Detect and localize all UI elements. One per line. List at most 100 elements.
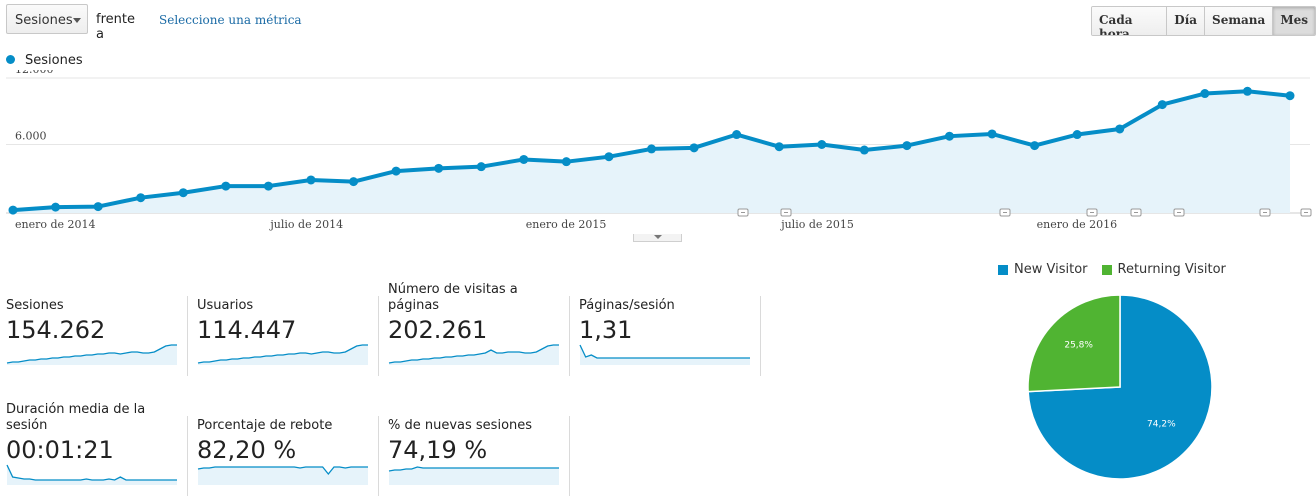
- metric-select-label: Sesiones: [15, 13, 73, 28]
- pie-legend: New Visitor Returning Visitor: [998, 262, 1226, 277]
- scorecard-tile[interactable]: Páginas/sesión 1,31: [579, 298, 757, 366]
- granularity-week-button[interactable]: Semana: [1205, 7, 1274, 35]
- sparkline: [579, 344, 750, 365]
- data-point[interactable]: [519, 154, 529, 164]
- annotation-icon[interactable]: [1130, 208, 1142, 217]
- data-point[interactable]: [434, 163, 444, 173]
- chart-legend: Sesiones: [6, 53, 83, 68]
- scorecard-tile[interactable]: Sesiones 154.262: [6, 298, 184, 366]
- tile-divider: [187, 296, 188, 376]
- data-point[interactable]: [732, 130, 742, 140]
- tile-divider: [187, 416, 188, 496]
- annotation-icon[interactable]: [780, 208, 792, 217]
- scorecard-label: Número de visitas a páginas: [388, 282, 518, 313]
- data-point[interactable]: [1030, 141, 1040, 151]
- tile-divider: [760, 296, 761, 376]
- data-point[interactable]: [8, 205, 18, 215]
- scorecard-value: 74,19 %: [388, 436, 488, 464]
- data-point[interactable]: [561, 157, 571, 167]
- x-tick-label: enero de 2016: [1037, 218, 1118, 231]
- sparkline-area: [389, 467, 559, 485]
- data-point[interactable]: [263, 181, 273, 191]
- y-tick-label: 6.000: [15, 130, 47, 143]
- data-point[interactable]: [1285, 91, 1295, 101]
- scorecard-tile[interactable]: Número de visitas a páginas 202.261: [388, 282, 566, 366]
- data-point[interactable]: [136, 193, 146, 203]
- scorecard-label: % de nuevas sesiones: [388, 418, 533, 433]
- x-tick-label: julio de 2015: [779, 218, 854, 231]
- versus-text: frente a: [96, 12, 135, 42]
- data-point[interactable]: [774, 142, 784, 152]
- scorecard-label: Duración media de la sesión: [6, 402, 146, 433]
- data-point[interactable]: [817, 140, 827, 149]
- sparkline-area: [198, 467, 368, 485]
- pie-slice[interactable]: [1027, 294, 1121, 393]
- data-point[interactable]: [859, 145, 869, 155]
- scorecard-value: 82,20 %: [197, 436, 297, 464]
- annotation-icon[interactable]: [999, 208, 1011, 217]
- granularity-month-button[interactable]: Mes: [1273, 7, 1315, 35]
- scorecard-tile[interactable]: Usuarios 114.447: [197, 298, 375, 366]
- scorecard-tile[interactable]: Duración media de la sesión 00:01:21: [6, 402, 184, 486]
- annotation-icon[interactable]: [737, 208, 749, 217]
- chevron-down-icon: [73, 18, 81, 23]
- data-point[interactable]: [987, 129, 997, 139]
- data-point[interactable]: [647, 144, 656, 154]
- metric-select[interactable]: Sesiones: [6, 4, 88, 34]
- scorecard-tile[interactable]: % de nuevas sesiones 74,19 %: [388, 418, 566, 486]
- annotation-icon[interactable]: [1259, 208, 1271, 217]
- data-point[interactable]: [604, 152, 614, 162]
- tile-divider: [569, 416, 570, 496]
- tile-divider: [378, 296, 379, 376]
- data-point[interactable]: [689, 143, 699, 153]
- pie-slice-label: 25,8%: [1064, 341, 1093, 351]
- x-tick-label: enero de 2015: [526, 218, 607, 231]
- data-point[interactable]: [391, 166, 401, 176]
- granularity-toggle: Cada hora Día Semana Mes: [1091, 6, 1316, 36]
- tile-divider: [378, 416, 379, 496]
- data-point[interactable]: [902, 141, 912, 151]
- data-point[interactable]: [1115, 124, 1125, 134]
- scorecard-value: 114.447: [197, 316, 297, 344]
- scorecard-value: 00:01:21: [6, 436, 114, 464]
- annotation-icon[interactable]: [1173, 208, 1185, 217]
- sparkline-line: [6, 344, 177, 364]
- sparkline: [197, 344, 368, 365]
- scorecard-label: Usuarios: [197, 298, 254, 313]
- series-color-dot: [6, 55, 15, 64]
- scorecard-label: Sesiones: [6, 298, 64, 313]
- visitor-type-pie-chart: 74,2% 25,8%: [1027, 294, 1213, 480]
- pie-legend-item-returning: Returning Visitor: [1101, 262, 1226, 277]
- triangle-down-icon: [654, 235, 662, 239]
- legend-series-label: Sesiones: [25, 53, 83, 68]
- data-point[interactable]: [476, 162, 486, 172]
- data-point[interactable]: [1242, 86, 1252, 96]
- scorecard-value: 1,31: [579, 316, 633, 344]
- data-point[interactable]: [1157, 100, 1167, 110]
- scorecard-value: 154.262: [6, 316, 106, 344]
- data-point[interactable]: [1200, 89, 1210, 99]
- data-point[interactable]: [93, 202, 103, 212]
- sparkline: [6, 464, 177, 485]
- sparkline-line: [197, 466, 368, 476]
- data-point[interactable]: [178, 188, 188, 198]
- sparkline-line: [579, 344, 750, 359]
- data-point[interactable]: [944, 131, 954, 141]
- data-point[interactable]: [349, 177, 359, 187]
- annotation-icon[interactable]: [1300, 208, 1312, 217]
- sparkline: [388, 344, 559, 365]
- scorecard-tile[interactable]: Porcentaje de rebote 82,20 %: [197, 418, 375, 486]
- data-point[interactable]: [51, 202, 61, 212]
- sparkline: [6, 344, 177, 365]
- granularity-hourly-button[interactable]: Cada hora: [1092, 7, 1168, 35]
- collapse-chart-handle[interactable]: [633, 234, 682, 242]
- sparkline-area: [7, 465, 177, 485]
- annotation-icon[interactable]: [1086, 208, 1098, 217]
- data-point[interactable]: [306, 175, 316, 185]
- pie-legend-item-new: New Visitor: [998, 262, 1088, 277]
- select-metric-link[interactable]: Seleccione una métrica: [159, 13, 302, 27]
- data-point[interactable]: [221, 181, 231, 191]
- granularity-day-button[interactable]: Día: [1167, 7, 1206, 35]
- x-tick-label: enero de 2014: [15, 218, 96, 231]
- data-point[interactable]: [1072, 130, 1082, 140]
